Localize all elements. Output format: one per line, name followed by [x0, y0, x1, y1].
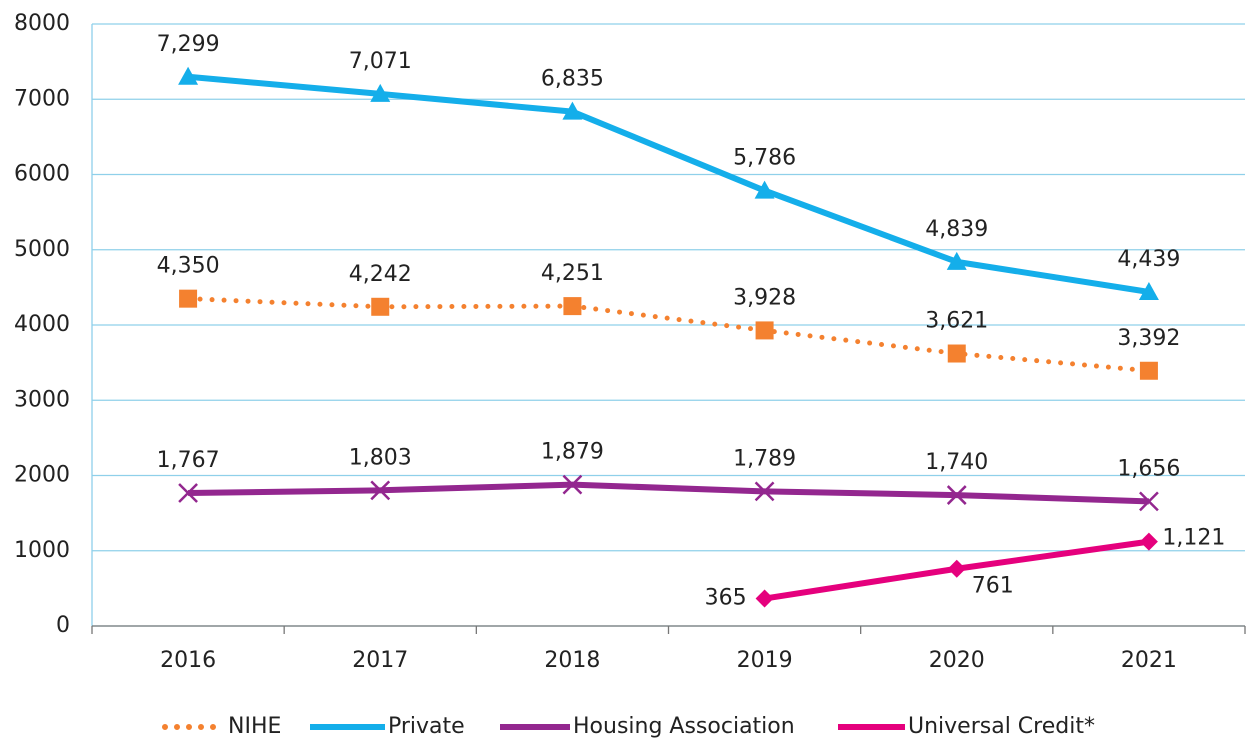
- y-tick-label: 0: [56, 613, 70, 638]
- marker: [1139, 532, 1158, 551]
- y-tick-label: 8000: [14, 11, 70, 36]
- data-label: 1,740: [925, 450, 988, 475]
- marker: [370, 480, 391, 501]
- data-label: 3,621: [925, 309, 988, 334]
- data-label: 5,786: [733, 146, 796, 171]
- data-label: 7,299: [157, 32, 220, 57]
- x-tick-label: 2021: [1121, 648, 1177, 673]
- marker: [179, 289, 198, 308]
- series-line: [188, 481, 1150, 505]
- series-line: [185, 296, 1152, 374]
- data-label: 1,879: [541, 440, 604, 465]
- marker: [1139, 361, 1158, 380]
- data-label: 1,789: [733, 446, 796, 471]
- legend-label: Universal Credit*: [908, 714, 1095, 739]
- x-tick-label: 2019: [737, 648, 793, 673]
- data-label: 4,839: [925, 217, 988, 242]
- legend-label: Private: [388, 714, 465, 739]
- data-label: 4,251: [541, 261, 604, 286]
- y-tick-label: 6000: [14, 162, 70, 187]
- x-tick-label: 2017: [352, 648, 408, 673]
- data-label: 1,656: [1117, 456, 1180, 481]
- data-label: 3,928: [733, 285, 796, 310]
- marker: [178, 66, 199, 85]
- marker: [562, 474, 583, 495]
- y-tick-label: 5000: [14, 237, 70, 262]
- y-tick-label: 7000: [14, 86, 70, 111]
- y-tick-label: 2000: [14, 463, 70, 488]
- marker: [370, 83, 391, 102]
- marker: [946, 251, 967, 270]
- data-label: 1,767: [157, 448, 220, 473]
- data-label: 7,071: [349, 49, 412, 74]
- data-label: 6,835: [541, 67, 604, 92]
- marker: [754, 481, 775, 502]
- legend-label: Housing Association: [573, 714, 795, 739]
- legend-label: NIHE: [228, 714, 281, 739]
- y-tick-label: 3000: [14, 387, 70, 412]
- data-label: 365: [705, 586, 747, 611]
- marker: [562, 101, 583, 120]
- marker: [755, 321, 774, 340]
- data-label: 761: [972, 574, 1014, 599]
- data-label: 4,350: [157, 254, 220, 279]
- y-tick-label: 1000: [14, 538, 70, 563]
- marker: [178, 483, 198, 503]
- y-tick-label: 4000: [14, 312, 70, 337]
- marker: [563, 297, 582, 316]
- marker: [947, 344, 966, 363]
- marker: [1139, 491, 1159, 512]
- data-label: 1,121: [1162, 526, 1225, 551]
- x-tick-label: 2020: [929, 648, 985, 673]
- marker: [755, 589, 774, 608]
- data-label: 4,439: [1117, 247, 1180, 272]
- marker: [947, 559, 966, 578]
- x-tick-label: 2016: [160, 648, 216, 673]
- data-label: 3,392: [1117, 326, 1180, 351]
- marker: [371, 297, 390, 316]
- marker: [1138, 281, 1159, 300]
- marker: [946, 485, 967, 505]
- data-label: 4,242: [349, 262, 412, 287]
- marker: [754, 180, 775, 199]
- series-line: [187, 73, 1150, 295]
- x-tick-label: 2018: [544, 648, 600, 673]
- data-label: 1,803: [349, 445, 412, 470]
